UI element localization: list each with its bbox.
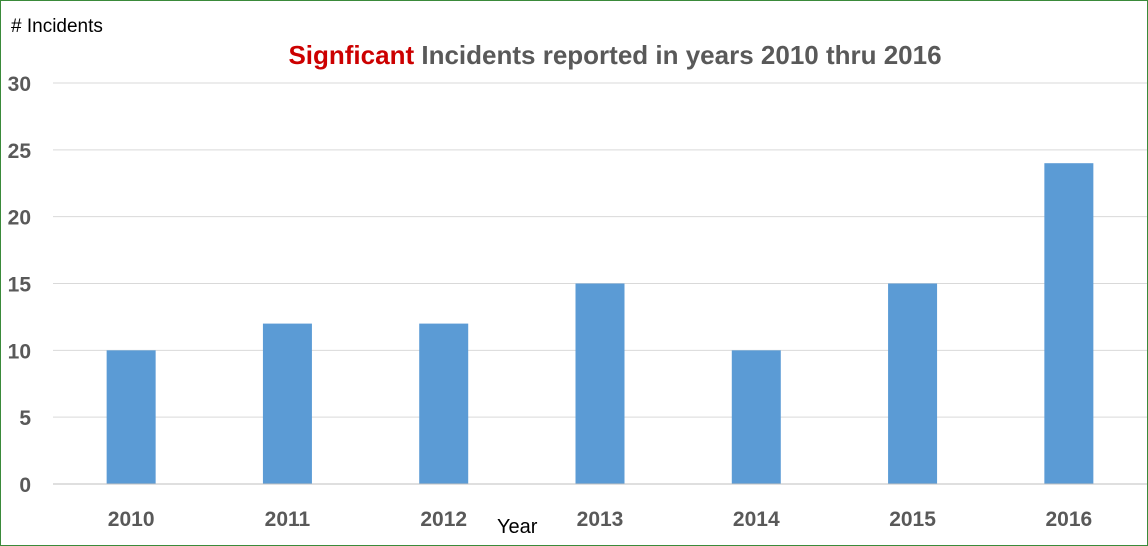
bar-2014 xyxy=(731,350,781,484)
chart-title: Signficant Incidents reported in years 2… xyxy=(1,40,1147,71)
bar-2016 xyxy=(1044,163,1094,484)
bar-2010 xyxy=(106,350,156,484)
x-tick-label: 2012 xyxy=(420,508,467,531)
x-tick-label: 2011 xyxy=(265,508,311,531)
bar-2015 xyxy=(888,283,938,484)
y-tick-label: 15 xyxy=(8,274,32,297)
x-tick-label: 2015 xyxy=(889,508,936,531)
x-axis-label: Year xyxy=(497,516,538,538)
y-tick-label: 30 xyxy=(8,73,31,96)
bars xyxy=(106,163,1094,484)
x-tick-labels: 2010 2011 2012 2013 2014 2015 2016 xyxy=(108,508,1092,531)
y-tick-label: 5 xyxy=(19,407,31,430)
bar-2012 xyxy=(419,323,469,484)
y-tick-labels: 0 5 10 15 20 25 30 xyxy=(8,73,32,497)
y-tick-label: 0 xyxy=(19,474,31,497)
y-tick-label: 10 xyxy=(8,340,31,363)
x-tick-label: 2010 xyxy=(108,508,155,531)
y-tick-label: 25 xyxy=(8,140,32,163)
x-tick-label: 2013 xyxy=(577,508,624,531)
bar-2011 xyxy=(262,323,312,484)
x-tick-label: 2014 xyxy=(733,508,780,531)
chart-title-text: Incidents reported in years 2010 thru 20… xyxy=(421,40,942,70)
chart-title-highlight: Signficant xyxy=(288,40,415,70)
x-tick-label: 2016 xyxy=(1045,508,1092,531)
y-axis-label: # Incidents xyxy=(11,16,103,37)
bar-2013 xyxy=(575,283,625,484)
y-tick-label: 20 xyxy=(8,207,31,230)
